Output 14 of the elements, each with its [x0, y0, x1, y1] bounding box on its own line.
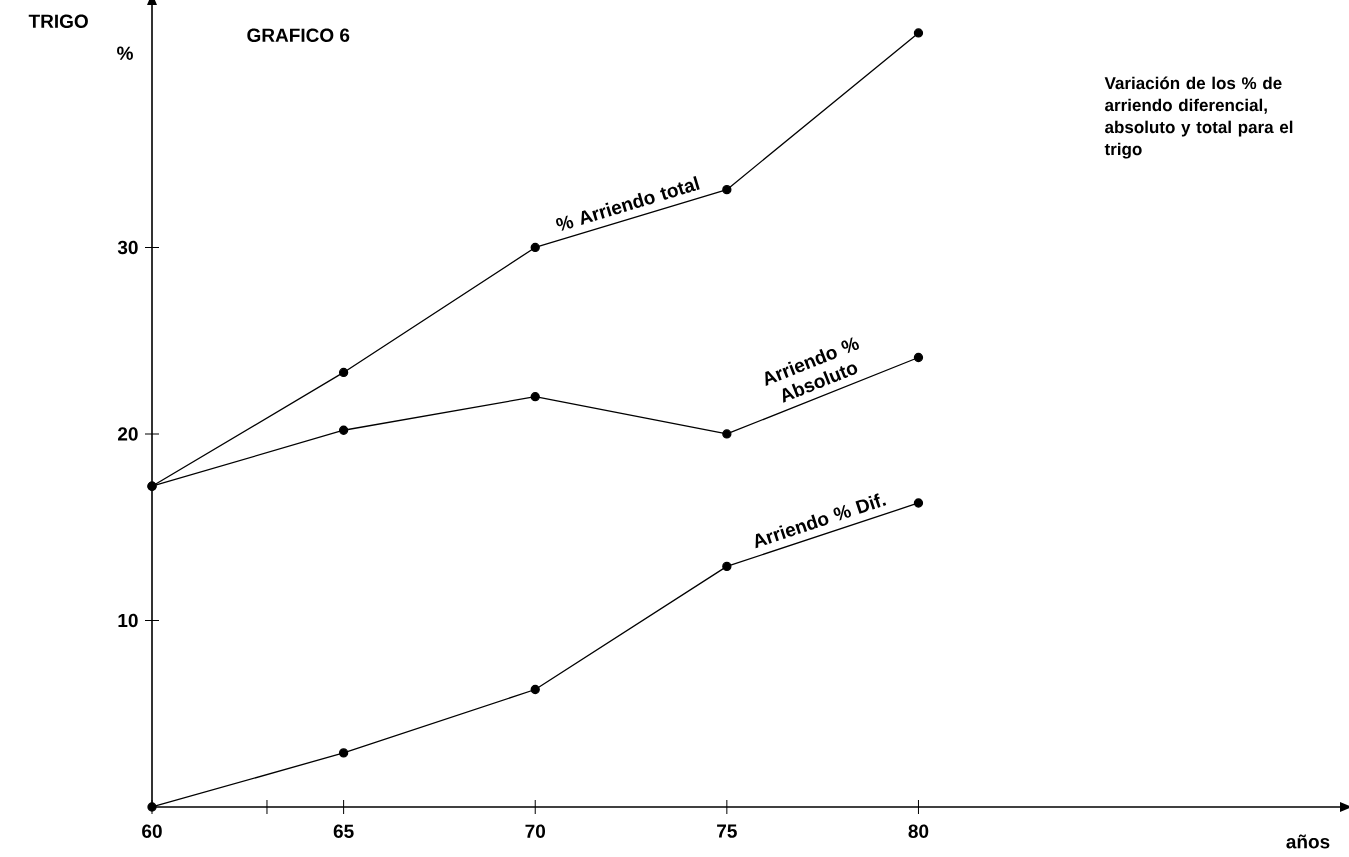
x-tick-label: 70	[525, 824, 546, 838]
annotation: Variación de los % de arriendo diferencial, absoluto y total para el trigo	[1104, 76, 1293, 159]
y-tick-label: 10	[118, 613, 138, 628]
y-tick-label: 20	[117, 427, 138, 441]
chart-title: TRIGO	[28, 14, 88, 28]
x-tick-label: 75	[717, 824, 737, 838]
text: GRAFICO 6	[247, 28, 350, 42]
y-tick-label: 30	[117, 240, 138, 255]
x-tick-label: 80	[908, 824, 929, 838]
y-axis-title: %	[117, 46, 133, 60]
x-axis-title: años	[1286, 834, 1330, 849]
x-tick-label: 65	[333, 824, 354, 838]
x-tick-label: 60	[142, 824, 162, 838]
text: % Arriendo total	[556, 176, 700, 231]
